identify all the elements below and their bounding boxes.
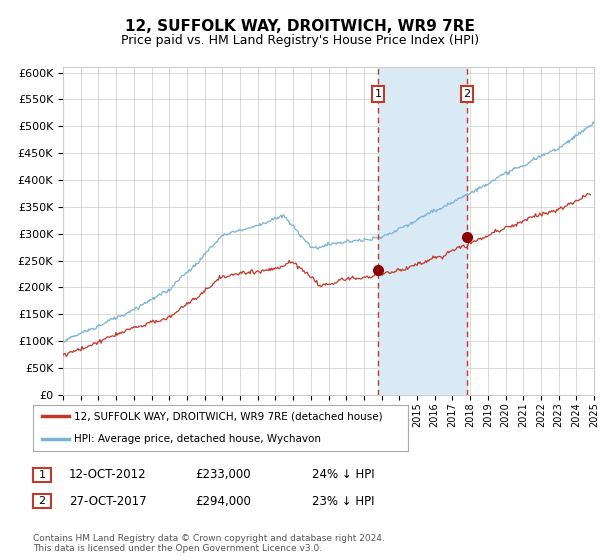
Text: 2: 2: [463, 89, 470, 99]
Text: 23% ↓ HPI: 23% ↓ HPI: [312, 494, 374, 508]
Text: 27-OCT-2017: 27-OCT-2017: [69, 494, 146, 508]
Text: HPI: Average price, detached house, Wychavon: HPI: Average price, detached house, Wych…: [74, 435, 321, 444]
Text: Contains HM Land Registry data © Crown copyright and database right 2024.
This d: Contains HM Land Registry data © Crown c…: [33, 534, 385, 553]
Text: 1: 1: [38, 470, 46, 480]
Text: Price paid vs. HM Land Registry's House Price Index (HPI): Price paid vs. HM Land Registry's House …: [121, 34, 479, 47]
Bar: [378, 67, 467, 395]
Text: 1: 1: [374, 89, 382, 99]
Text: 2: 2: [38, 496, 46, 506]
Text: £233,000: £233,000: [195, 468, 251, 482]
Text: 24% ↓ HPI: 24% ↓ HPI: [312, 468, 374, 482]
Text: 12-OCT-2012: 12-OCT-2012: [69, 468, 146, 482]
Text: 12, SUFFOLK WAY, DROITWICH, WR9 7RE (detached house): 12, SUFFOLK WAY, DROITWICH, WR9 7RE (det…: [74, 412, 383, 421]
Text: £294,000: £294,000: [195, 494, 251, 508]
Text: 12, SUFFOLK WAY, DROITWICH, WR9 7RE: 12, SUFFOLK WAY, DROITWICH, WR9 7RE: [125, 20, 475, 34]
